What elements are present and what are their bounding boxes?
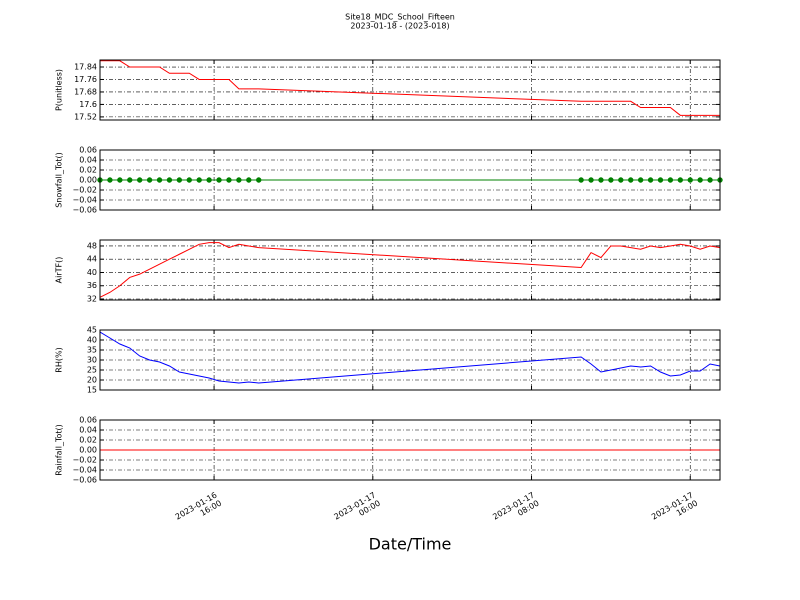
marker [117,177,123,183]
y-tick-label: 0.06 [79,146,97,155]
y-tick-label: 0.02 [79,436,97,445]
marker [216,177,222,183]
y-tick-label: 17.68 [74,87,97,96]
marker [667,177,674,183]
y-tick-label: −0.02 [72,456,97,465]
marker [578,177,584,183]
y-tick-label: 0.04 [79,426,97,435]
y-axis-label: Rainfall_Tot() [55,424,64,476]
marker [176,177,183,183]
plot-frame [99,59,721,121]
y-tick-label: −0.04 [72,466,97,475]
marker [226,177,232,183]
y-tick-label: −0.04 [72,196,97,205]
plot-frame [99,419,721,481]
y-tick-label: 0.00 [79,176,97,185]
y-axis-label: RH(%) [55,347,64,372]
marker [146,177,153,183]
chart-title: Site18_MDC_School_Fifteen [345,13,455,22]
marker [107,177,113,183]
marker [608,177,614,183]
line [100,331,720,384]
y-axis-label: AirTF() [55,257,64,284]
y-tick-label: 15 [87,386,97,395]
marker [687,177,693,183]
marker [707,177,713,183]
y-tick-label: −0.02 [72,186,97,195]
marker [166,177,173,183]
y-tick-label: 17.76 [74,75,97,84]
plot-frame [99,329,721,391]
y-axis-label: P(unitless) [55,69,64,111]
marker [628,177,634,183]
y-tick-label: 0.00 [79,446,97,455]
line [100,242,720,298]
marker [697,177,703,183]
marker [206,177,212,183]
marker [588,177,594,183]
y-tick-label: 30 [87,356,97,365]
y-tick-label: 20 [87,376,97,385]
y-axis-label: Snowfall_Tot() [55,152,64,208]
y-tick-label: 0.02 [79,166,97,175]
y-tick-label: 0.04 [79,156,97,165]
y-tick-label: 25 [87,366,97,375]
marker [127,177,133,183]
marker [136,177,143,183]
y-tick-label: 17.52 [74,112,97,121]
y-tick-label: 32 [87,295,97,304]
y-tick-label: −0.06 [72,476,97,485]
y-tick-label: 40 [87,336,97,345]
y-tick-label: 44 [87,255,97,264]
marker [618,177,624,183]
marker [647,177,654,183]
y-tick-label: 17.84 [74,63,97,72]
y-tick-label: 40 [87,268,97,277]
marker [657,177,664,183]
marker [256,177,262,183]
marker [186,177,192,183]
plot-frame [99,149,721,211]
y-tick-label: 35 [87,346,97,355]
marker [196,177,202,183]
marker [598,177,604,183]
plot-frame [99,239,721,301]
y-tick-label: −0.06 [72,206,97,215]
y-tick-label: 36 [87,281,97,290]
line [100,60,720,116]
marker [236,177,242,183]
x-axis-label: Date/Time [369,535,452,554]
marker [677,177,684,183]
y-tick-label: 48 [87,241,97,250]
marker [156,177,163,183]
marker [246,177,252,183]
y-tick-label: 45 [87,326,97,335]
y-tick-label: 0.06 [79,416,97,425]
marker [637,177,644,183]
chart-subtitle: 2023-01-18 - (2023-018) [350,22,449,31]
y-tick-label: 17.6 [79,100,97,109]
